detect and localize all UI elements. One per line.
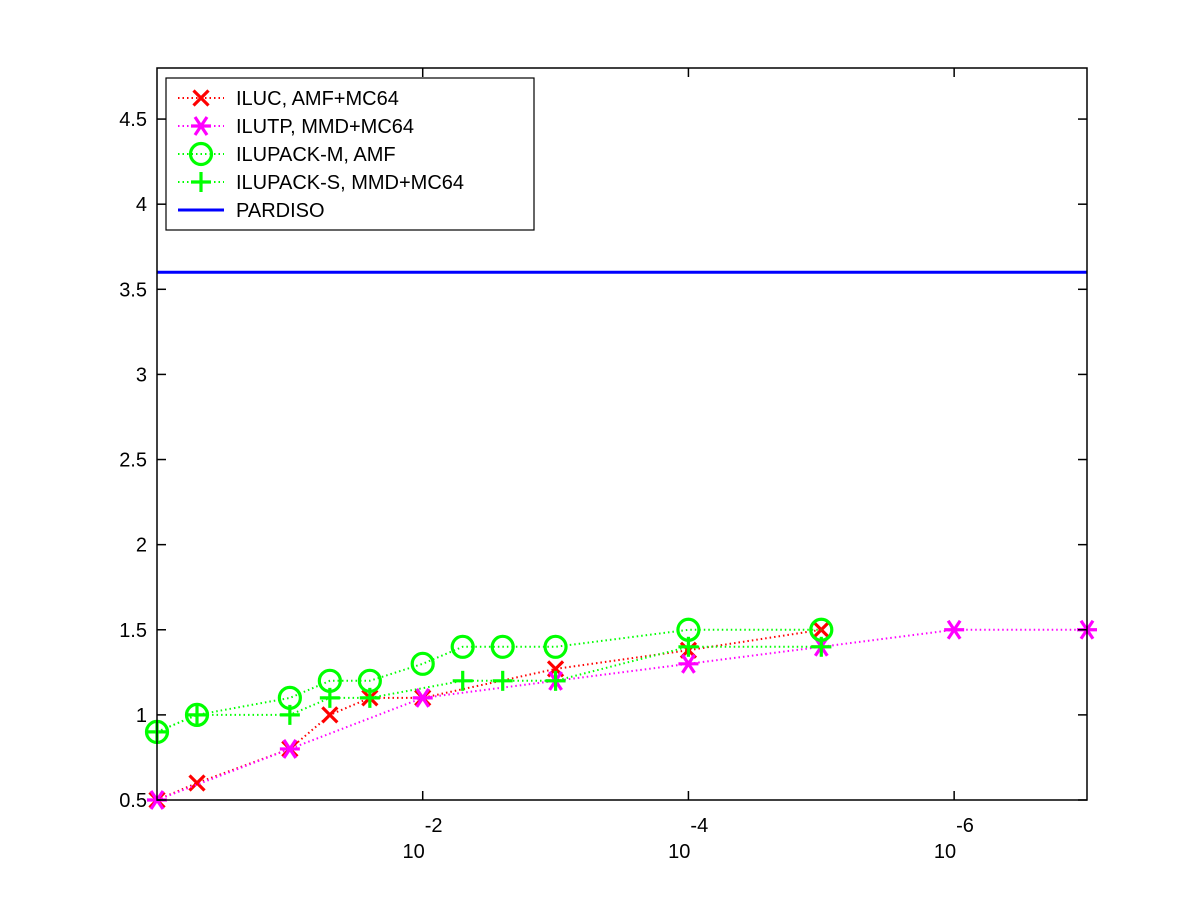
marker-stroke — [415, 687, 431, 708]
y-tick-label: 1.5 — [119, 620, 147, 642]
series-line — [156, 645, 822, 733]
data-point — [359, 687, 380, 708]
data-point — [412, 687, 433, 708]
axes-frame — [156, 67, 1088, 801]
marker-stroke — [946, 619, 962, 640]
marker-stroke — [681, 653, 696, 674]
legend-swatch-marker — [191, 116, 211, 136]
legend-label: ILUPACK-M, AMF — [236, 144, 396, 166]
marker-stroke — [450, 634, 475, 659]
legend-swatch-marker — [188, 141, 214, 167]
y-tick-label: 3.5 — [119, 279, 147, 301]
y-tick-label: 3 — [136, 364, 147, 386]
y-tick-label: 4.5 — [119, 109, 147, 131]
data-point — [321, 706, 339, 724]
legend-entry-2: ILUPACK-M, AMF — [178, 141, 396, 167]
y-tick-label: 0.5 — [119, 790, 147, 812]
legend-label: ILUC, AMF+MC64 — [236, 88, 399, 110]
marker-stroke — [193, 116, 209, 136]
x-tick-label-exponent: -6 — [956, 815, 974, 837]
data-point — [543, 634, 568, 659]
data-point — [492, 670, 513, 691]
data-point — [279, 704, 300, 725]
marker-stroke — [543, 634, 568, 659]
marker-stroke — [490, 634, 515, 659]
data-point — [184, 702, 210, 727]
y-tick-label: 4 — [136, 194, 147, 216]
marker-stroke — [188, 141, 214, 167]
y-tick-label: 1 — [136, 705, 147, 727]
marker-stroke — [192, 89, 210, 107]
legend-swatch-marker — [192, 89, 210, 107]
marker-stroke — [188, 774, 206, 792]
data-point — [186, 704, 207, 725]
axes-layer: 0.511.522.533.544.510-210-410-6 — [119, 67, 1088, 863]
marker-stroke — [184, 702, 210, 727]
legend: ILUC, AMF+MC64 ILUTP, MMD+MC64 ILUPACK-M, … — [165, 77, 535, 231]
data-point — [944, 619, 965, 640]
x-tick-label-exponent: -2 — [425, 815, 443, 837]
y-tick-label: 2 — [136, 535, 147, 557]
data-point — [319, 687, 340, 708]
marker-stroke — [410, 651, 435, 676]
legend-entry-4: PARDISO — [178, 200, 325, 222]
legend-label: ILUPACK-S, MMD+MC64 — [236, 172, 464, 194]
data-point — [452, 670, 473, 691]
legend-label: PARDISO — [236, 200, 325, 222]
data-point — [811, 636, 832, 657]
data-point — [545, 670, 566, 691]
legend-entry-3: ILUPACK-S, MMD+MC64 — [178, 172, 464, 194]
data-point — [678, 653, 699, 674]
data-point — [678, 636, 699, 657]
data-point — [410, 651, 435, 676]
legend-swatch-marker — [191, 172, 211, 192]
marker-stroke — [321, 706, 339, 724]
data-point — [450, 634, 475, 659]
data-point — [279, 739, 300, 759]
x-tick-label-base: 10 — [402, 841, 424, 863]
legend-box — [165, 77, 535, 231]
legend-entry-0: ILUC, AMF+MC64 — [178, 88, 399, 110]
data-point — [188, 774, 206, 792]
legend-entry-1: ILUTP, MMD+MC64 — [178, 116, 414, 138]
x-tick-label-base: 10 — [934, 841, 956, 863]
series-layer — [144, 270, 1097, 810]
data-point — [490, 634, 515, 659]
y-tick-label: 2.5 — [119, 450, 147, 472]
marker-stroke — [282, 739, 298, 759]
legend-label: ILUTP, MMD+MC64 — [236, 116, 414, 138]
x-tick-label-exponent: -4 — [690, 815, 708, 837]
x-tick-label-base: 10 — [668, 841, 690, 863]
